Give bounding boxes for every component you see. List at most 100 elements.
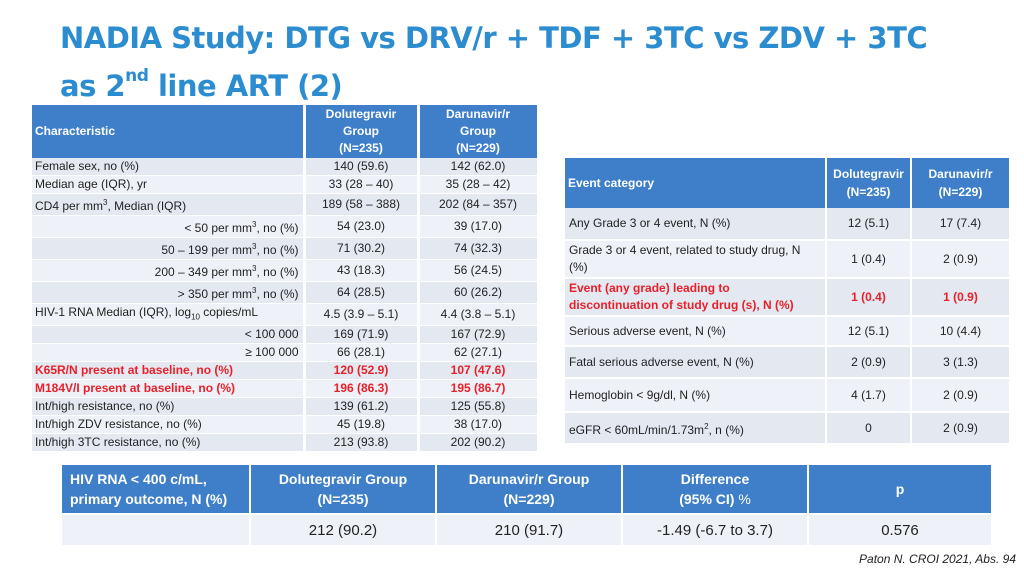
row-label: 200 – 349 per mm3, no (%) bbox=[32, 259, 306, 282]
dtg-header-line: (N=235) bbox=[317, 491, 369, 507]
p-value-header: p bbox=[808, 465, 993, 514]
row-label-superscript: 3 bbox=[252, 264, 257, 273]
drv-value: 202 (84 – 357) bbox=[418, 193, 540, 216]
table-row: 200 – 349 per mm3, no (%) 43 (18.3) 56 (… bbox=[32, 259, 540, 282]
dtg-value: 12 (5.1) bbox=[826, 208, 912, 241]
dtg-value: 1 (0.4) bbox=[826, 240, 912, 279]
table-row: Serious adverse event, N (%) 12 (5.1) 10… bbox=[565, 316, 1011, 347]
outcome-row: 212 (90.2) 210 (91.7) -1.49 (-6.7 to 3.7… bbox=[62, 513, 993, 545]
dtg-value: 139 (61.2) bbox=[304, 397, 420, 417]
dtg-value: 0 bbox=[826, 412, 912, 445]
table-row: Grade 3 or 4 event, related to study dru… bbox=[565, 240, 1011, 279]
drv-value: 125 (55.8) bbox=[418, 397, 540, 417]
adverse-events-table: Event category Dolutegravir (N=235) Daru… bbox=[565, 158, 1011, 445]
title-line-2-text: as 2 bbox=[60, 69, 126, 103]
table-row: Female sex, no (%) 140 (59.6) 142 (62.0) bbox=[32, 158, 540, 176]
drv-value: 3 (1.3) bbox=[911, 346, 1011, 379]
drv-value: 195 (86.7) bbox=[418, 379, 540, 399]
title-line-2: as 2nd line ART (2) bbox=[60, 62, 960, 110]
row-label: 50 – 199 per mm3, no (%) bbox=[32, 237, 306, 260]
dtg-value: 4.5 (3.9 – 5.1) bbox=[304, 303, 420, 327]
dtg-value: 120 (52.9) bbox=[304, 361, 420, 381]
event-label: eGFR < 60mL/min/1.73m2, n (%) bbox=[565, 412, 827, 445]
dtg-value: 2 (0.9) bbox=[826, 346, 912, 379]
row-label: > 350 per mm3, no (%) bbox=[32, 281, 306, 304]
title-line-1: NADIA Study: DTG vs DRV/r + TDF + 3TC vs… bbox=[60, 21, 928, 55]
event-label: Any Grade 3 or 4 event, N (%) bbox=[565, 208, 827, 241]
row-label: M184V/I present at baseline, no (%) bbox=[32, 379, 306, 399]
event-label-text: eGFR < 60mL/min/1.73m bbox=[569, 422, 705, 437]
drv-header-line: Darunavir/r Group bbox=[468, 471, 590, 487]
row-label-text: CD4 per mm bbox=[35, 199, 104, 213]
row-label-superscript: 3 bbox=[252, 220, 257, 229]
drv-value: 2 (0.9) bbox=[911, 412, 1011, 445]
row-label-superscript: 3 bbox=[252, 242, 257, 251]
p-value: 0.576 bbox=[808, 513, 993, 545]
dtg-header-line: (N=235) bbox=[846, 185, 891, 199]
row-label-text: > 350 per mm bbox=[177, 287, 253, 301]
row-label-text: 200 – 349 per mm bbox=[154, 265, 253, 279]
row-label: Female sex, no (%) bbox=[32, 158, 306, 176]
drv-value: 210 (91.7) bbox=[436, 513, 623, 545]
event-label: Fatal serious adverse event, N (%) bbox=[565, 346, 827, 379]
row-label: < 100 000 bbox=[32, 325, 306, 345]
outcome-empty-cell bbox=[62, 513, 251, 545]
drv-header: Darunavir/r Group (N=229) bbox=[436, 465, 623, 514]
table-row: Hemoglobin < 9g/dl, N (%) 4 (1.7) 2 (0.9… bbox=[565, 378, 1011, 413]
drv-header-line: Group bbox=[460, 124, 496, 138]
row-label-subscript: 10 bbox=[191, 312, 200, 322]
row-label-text: 50 – 199 per mm bbox=[161, 243, 253, 257]
row-label-superscript: 3 bbox=[252, 286, 257, 295]
drv-value: 39 (17.0) bbox=[418, 215, 540, 238]
row-label-text: < 50 per mm bbox=[184, 221, 253, 235]
drv-value: 60 (26.2) bbox=[418, 281, 540, 304]
drv-value: 4.4 (3.8 – 5.1) bbox=[418, 303, 540, 327]
dtg-value: 54 (23.0) bbox=[304, 215, 420, 238]
event-label-suffix: , n (%) bbox=[708, 422, 744, 437]
drv-value: 2 (0.9) bbox=[911, 378, 1011, 413]
dtg-value: 169 (71.9) bbox=[304, 325, 420, 345]
drv-value: 2 (0.9) bbox=[911, 240, 1011, 279]
characteristics-header: Characteristic Dolutegravir Group (N=235… bbox=[32, 105, 540, 158]
table-row: Any Grade 3 or 4 event, N (%) 12 (5.1) 1… bbox=[565, 208, 1011, 241]
dtg-value: 43 (18.3) bbox=[304, 259, 420, 282]
dtg-header-line: Dolutegravir Group bbox=[278, 471, 408, 487]
ci-label: (95% CI) bbox=[679, 491, 735, 507]
difference-header-line: (95% CI) % bbox=[627, 489, 803, 509]
event-label: Grade 3 or 4 event, related to study dru… bbox=[565, 240, 827, 279]
table-row: Int/high resistance, no (%) 139 (61.2) 1… bbox=[32, 397, 540, 417]
drv-header-line: (N=229) bbox=[938, 185, 983, 199]
drv-header-line: (N=229) bbox=[503, 491, 555, 507]
outcome-header: HIV RNA < 400 c/mL, primary outcome, N (… bbox=[62, 465, 993, 514]
table-row: < 100 000 169 (71.9) 167 (72.9) bbox=[32, 325, 540, 345]
drv-group-header: Darunavir/r Group (N=229) bbox=[418, 105, 540, 158]
dtg-value: 33 (28 – 40) bbox=[304, 175, 420, 194]
characteristic-header: Characteristic bbox=[32, 105, 306, 158]
dtg-header: Dolutegravir Group (N=235) bbox=[250, 465, 437, 514]
table-row: Fatal serious adverse event, N (%) 2 (0.… bbox=[565, 346, 1011, 379]
dtg-header-line: Dolutegravir bbox=[833, 167, 904, 181]
row-label: Int/high 3TC resistance, no (%) bbox=[32, 433, 306, 453]
difference-header: Difference (95% CI) % bbox=[622, 465, 809, 514]
dtg-value: 140 (59.6) bbox=[304, 158, 420, 176]
drv-header-line: Darunavir/r bbox=[928, 167, 993, 181]
table-row: eGFR < 60mL/min/1.73m2, n (%) 0 2 (0.9) bbox=[565, 412, 1011, 445]
outcome-label-header: HIV RNA < 400 c/mL, primary outcome, N (… bbox=[62, 465, 251, 514]
drv-value: 1 (0.9) bbox=[911, 278, 1011, 317]
dtg-value: 4 (1.7) bbox=[826, 378, 912, 413]
drv-header: Darunavir/r (N=229) bbox=[911, 158, 1011, 208]
drv-value: 10 (4.4) bbox=[911, 316, 1011, 347]
event-label-superscript: 2 bbox=[704, 421, 709, 431]
dtg-header-line: Group bbox=[343, 124, 379, 138]
event-label: Hemoglobin < 9g/dl, N (%) bbox=[565, 378, 827, 413]
drv-value: 167 (72.9) bbox=[418, 325, 540, 345]
table-row: HIV-1 RNA Median (IQR), log10 copies/mL … bbox=[32, 303, 540, 327]
row-label: CD4 per mm3, Median (IQR) bbox=[32, 193, 306, 216]
dtg-group-header: Dolutegravir Group (N=235) bbox=[304, 105, 420, 158]
row-label-superscript: 3 bbox=[103, 198, 108, 207]
table-row: 50 – 199 per mm3, no (%) 71 (30.2) 74 (3… bbox=[32, 237, 540, 260]
dtg-value: 213 (93.8) bbox=[304, 433, 420, 453]
drv-value: 62 (27.1) bbox=[418, 343, 540, 363]
dtg-value: 1 (0.4) bbox=[826, 278, 912, 317]
citation: Paton N. CROI 2021, Abs. 94 bbox=[859, 552, 1016, 566]
